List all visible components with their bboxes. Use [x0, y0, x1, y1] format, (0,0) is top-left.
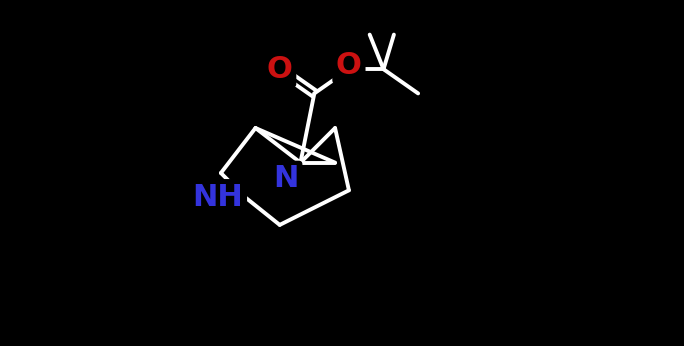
Text: NH: NH	[193, 183, 244, 212]
Text: N: N	[274, 164, 299, 193]
Text: O: O	[336, 51, 362, 80]
Text: O: O	[267, 55, 293, 84]
